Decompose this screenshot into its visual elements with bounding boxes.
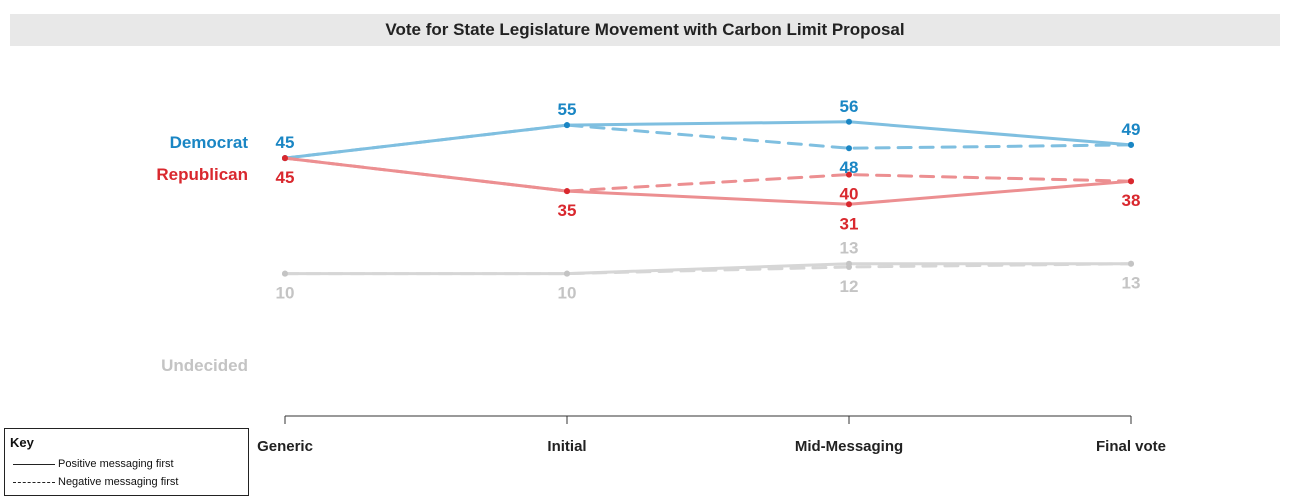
data-label-republican-mid-messaging-below: 40 xyxy=(840,185,859,204)
key-item-label: Positive messaging first xyxy=(58,458,174,470)
x-tick-label-mid-messaging: Mid-Messaging xyxy=(795,438,903,455)
data-label-republican-generic-below: 45 xyxy=(276,168,295,187)
data-label-republican-final-vote-below: 38 xyxy=(1122,191,1141,210)
data-label-undecided-generic-below: 10 xyxy=(276,284,295,303)
data-point-republican-dashed-generic xyxy=(282,155,288,162)
key-item-label: Negative messaging first xyxy=(58,476,179,488)
data-label-democrat-mid-messaging-above: 56 xyxy=(840,97,859,116)
data-point-republican-dashed-final-vote xyxy=(1128,178,1134,185)
series-label-undecided: Undecided xyxy=(161,356,248,375)
dashed-line-swatch xyxy=(13,481,55,483)
data-label-democrat-mid-messaging-below: 48 xyxy=(840,158,859,177)
key-item-solid: Positive messaging first xyxy=(13,458,174,470)
series-label-democrat: Democrat xyxy=(170,133,249,152)
data-point-democrat-dashed-initial xyxy=(564,122,570,129)
data-label-undecided-final-vote-below: 13 xyxy=(1122,274,1141,293)
series-line-republican-solid xyxy=(283,156,1133,206)
data-point-democrat-dashed-mid-messaging xyxy=(846,145,852,152)
data-label-democrat-generic-above: 45 xyxy=(276,133,295,152)
chart-title: Vote for State Legislature Movement with… xyxy=(385,20,905,39)
data-point-undecided-dashed-final-vote xyxy=(1128,260,1134,267)
data-label-democrat-initial-above: 55 xyxy=(558,100,577,119)
data-point-undecided-dashed-generic xyxy=(282,270,288,277)
key-title: Key xyxy=(10,435,34,450)
data-point-democrat-solid-mid-messaging xyxy=(846,118,852,125)
data-label-republican-mid-messaging-below: 31 xyxy=(840,214,859,233)
data-label-democrat-final-vote-above: 49 xyxy=(1122,120,1141,139)
data-point-democrat-dashed-final-vote xyxy=(1128,141,1134,148)
solid-line-swatch xyxy=(13,463,55,465)
series-line-republican-dashed xyxy=(283,156,1133,193)
series-line-democrat-dashed xyxy=(283,123,1133,160)
series-line-undecided-solid xyxy=(283,262,1133,276)
data-point-undecided-dashed-initial xyxy=(564,270,570,277)
data-point-republican-dashed-initial xyxy=(564,188,570,195)
series-line-democrat-solid xyxy=(283,120,1133,160)
data-label-undecided-mid-messaging-above: 13 xyxy=(840,239,859,258)
series-label-republican: Republican xyxy=(156,165,248,184)
series-line-undecided-dashed xyxy=(283,262,1133,276)
data-label-republican-initial-below: 35 xyxy=(558,201,577,220)
data-point-undecided-dashed-mid-messaging xyxy=(846,264,852,270)
chart-key: Key Positive messaging first Negative me… xyxy=(4,428,249,496)
key-item-dashed: Negative messaging first xyxy=(13,476,178,488)
data-point-republican-solid-mid-messaging xyxy=(846,201,852,208)
x-tick-label-final-vote: Final vote xyxy=(1096,438,1166,455)
data-point-republican-dashed-mid-messaging xyxy=(846,171,852,178)
title-bar: Vote for State Legislature Movement with… xyxy=(10,14,1280,46)
x-tick-label-initial: Initial xyxy=(547,438,586,455)
data-label-undecided-initial-below: 10 xyxy=(558,284,577,303)
x-tick-label-generic: Generic xyxy=(257,438,313,455)
data-label-undecided-mid-messaging-below: 12 xyxy=(840,277,859,296)
